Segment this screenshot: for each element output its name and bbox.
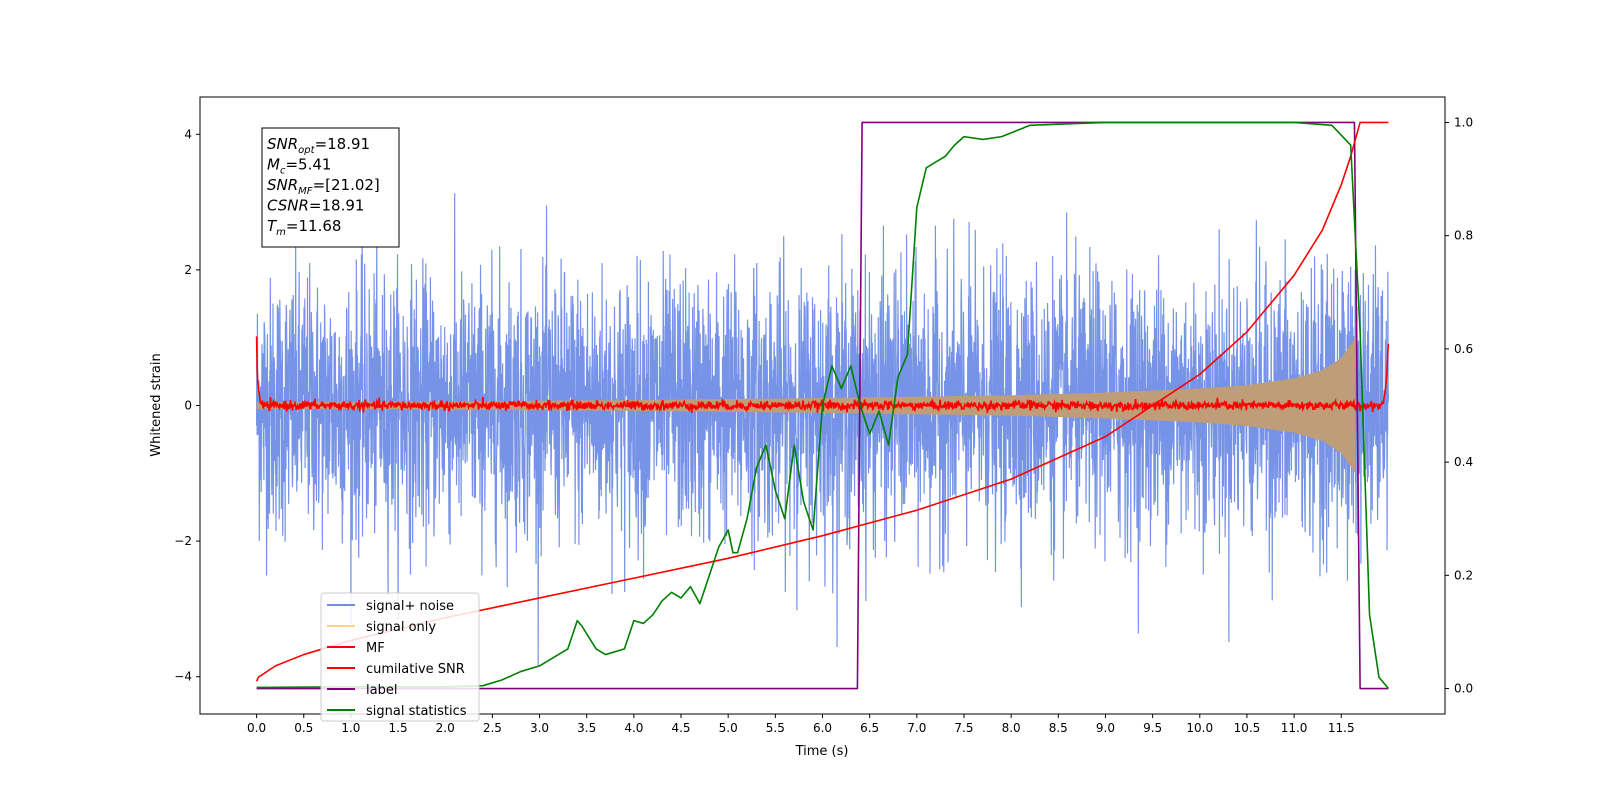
annotation-line: SNRMF=[21.02] (267, 176, 380, 197)
legend: signal+ noise signal only MF cumilative SNR… (320, 592, 480, 722)
legend-entry: label (366, 683, 397, 698)
x-tick-label: 6.0 (813, 721, 832, 735)
y-tick-label: −4 (174, 670, 192, 684)
legend-entry: signal statistics (366, 704, 467, 719)
y2-tick-label: 1.0 (1454, 115, 1473, 129)
y-tick-label: 2 (184, 263, 192, 277)
x-tick-label: 0.5 (294, 721, 313, 735)
annotation-line: Mc=5.41 (267, 156, 331, 177)
x-tick-label: 0.0 (247, 721, 266, 735)
x-tick-label: 2.5 (483, 721, 502, 735)
x-tick-label: 4.0 (624, 721, 643, 735)
annotation-frame (261, 127, 400, 248)
plot-area (255, 121, 1390, 690)
y-axis-label: Whitened strain (149, 353, 164, 456)
x-tick-label: 5.5 (766, 721, 785, 735)
legend-frame (320, 592, 480, 722)
x-tick-label: 8.5 (1049, 721, 1068, 735)
y2-tick-label: 0.0 (1454, 682, 1473, 696)
x-tick-label: 7.5 (954, 721, 973, 735)
y-tick-label: 4 (184, 127, 192, 141)
legend-entry: MF (366, 641, 385, 656)
x-tick-label: 3.0 (530, 721, 549, 735)
x-tick-label: 11.5 (1328, 721, 1355, 735)
legend-entry: cumilative SNR (366, 662, 465, 677)
x-tick-label: 1.0 (341, 721, 360, 735)
x-tick-label: 10.5 (1234, 721, 1261, 735)
series-signal-statistics (256, 121, 1390, 690)
series-cumilative-snr (255, 121, 1389, 682)
annotation-box: SNRopt=18.91Mc=5.41SNRMF=[21.02]CSNR=18.… (261, 127, 400, 248)
x-tick-label: 6.5 (860, 721, 879, 735)
x-axis-label: Time (s) (795, 744, 849, 759)
x-tick-label: 9.5 (1143, 721, 1162, 735)
x-tick-label: 2.0 (436, 721, 455, 735)
y2-tick-label: 0.2 (1454, 568, 1473, 582)
annotation-line: CSNR=18.91 (267, 197, 364, 215)
x-tick-label: 7.0 (907, 721, 926, 735)
x-tick-label: 1.5 (389, 721, 408, 735)
x-tick-label: 10.0 (1186, 721, 1213, 735)
annotation-line: Tm=11.68 (267, 217, 341, 238)
annotation-line: SNRopt=18.91 (267, 135, 370, 156)
legend-entry: signal only (366, 620, 436, 635)
legend-entry: signal+ noise (366, 599, 454, 614)
y2-tick-label: 0.8 (1454, 229, 1473, 243)
x-tick-label: 4.5 (671, 721, 690, 735)
y-tick-label: −2 (174, 534, 192, 548)
y2-tick-label: 0.6 (1454, 342, 1473, 356)
x-tick-label: 11.0 (1281, 721, 1308, 735)
x-tick-label: 9.0 (1096, 721, 1115, 735)
x-tick-label: 8.0 (1002, 721, 1021, 735)
y2-tick-label: 0.4 (1454, 455, 1473, 469)
axes: 0.0 0.5 1.0 1.5 2.0 2.5 3.0 3.5 4.0 4.5 5.0 5.5 6.0 6… (174, 115, 1473, 735)
x-tick-label: 3.5 (577, 721, 596, 735)
x-tick-label: 5.0 (719, 721, 738, 735)
y-tick-label: 0 (184, 399, 192, 413)
